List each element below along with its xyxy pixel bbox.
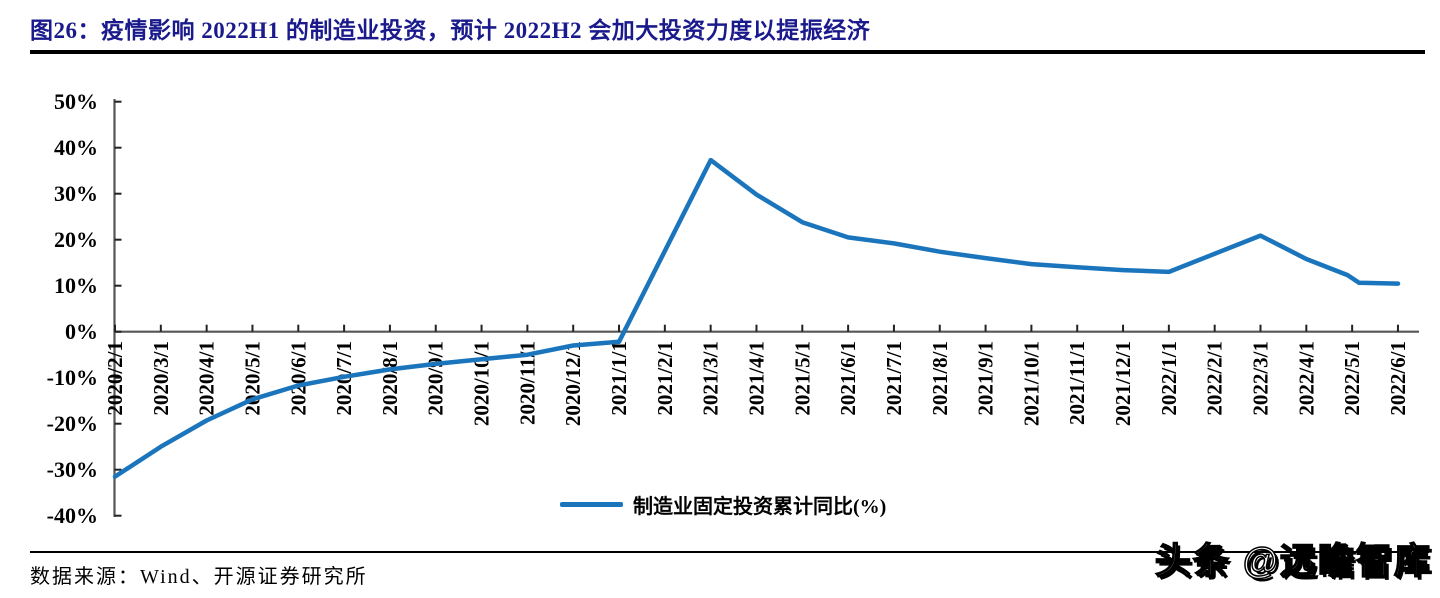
- data-source-note: 数据来源：Wind、开源证券研究所: [30, 566, 368, 588]
- x-tick-label: 2021/7/1: [882, 341, 906, 416]
- x-tick-label: 2021/10/1: [1019, 341, 1043, 426]
- x-tick-label: 2021/2/1: [653, 341, 677, 416]
- y-tick-label: -10%: [47, 365, 98, 390]
- x-tick-label: 2020/12/1: [561, 341, 585, 426]
- x-tick-label: 2022/5/1: [1340, 341, 1364, 416]
- chart-legend: 制造业固定投资累计同比(%): [560, 490, 886, 519]
- x-tick-label: 2022/2/1: [1203, 341, 1227, 416]
- series-line: [112, 157, 1401, 479]
- y-tick-label: 20%: [54, 227, 98, 252]
- x-tick-label: 2020/8/1: [378, 341, 402, 416]
- x-tick-label: 2021/6/1: [836, 341, 860, 416]
- x-tick-label: 2021/8/1: [928, 341, 952, 416]
- x-tick-label: 2021/4/1: [744, 341, 768, 416]
- y-tick-label: -20%: [47, 411, 98, 436]
- footer-divider: [30, 551, 1429, 553]
- watermark: 头条 @远瞻智库: [1154, 539, 1432, 582]
- x-tick-label: 2021/9/1: [974, 341, 998, 416]
- x-tick-label: 2020/9/1: [424, 341, 448, 416]
- x-tick-label: 2022/3/1: [1249, 341, 1273, 416]
- x-tick-label: 2020/10/1: [470, 341, 494, 426]
- y-tick-label: -40%: [47, 503, 98, 528]
- x-tick-label: 2021/1/1: [607, 341, 631, 416]
- x-tick-label: 2020/4/1: [195, 341, 219, 416]
- y-tick-label: 10%: [54, 273, 98, 298]
- legend-label: 制造业固定投资累计同比(%): [633, 496, 887, 518]
- x-tick-label: 2020/2/1: [103, 341, 127, 416]
- y-tick-label: 30%: [54, 181, 98, 206]
- y-tick-label: 0%: [65, 319, 98, 344]
- y-tick-label: 40%: [54, 135, 98, 160]
- x-tick-label: 2021/3/1: [699, 341, 723, 416]
- y-tick-label: -30%: [47, 457, 98, 482]
- x-tick-label: 2022/6/1: [1386, 341, 1410, 416]
- legend-line-swatch: [560, 502, 623, 507]
- x-tick-label: 2020/6/1: [286, 341, 310, 416]
- x-tick-label: 2021/5/1: [790, 341, 814, 416]
- x-tick-label: 2021/11/1: [1065, 341, 1089, 425]
- x-tick-label: 2020/3/1: [149, 341, 173, 416]
- x-tick-label: 2022/4/1: [1294, 341, 1318, 416]
- title-divider: [30, 50, 1425, 54]
- y-tick-label: 50%: [54, 89, 98, 114]
- x-tick-label: 2021/12/1: [1111, 341, 1135, 426]
- x-tick-label: 2022/1/1: [1157, 341, 1181, 416]
- figure-title: 图26：疫情影响 2022H1 的制造业投资，预计 2022H2 会加大投资力度…: [30, 18, 871, 43]
